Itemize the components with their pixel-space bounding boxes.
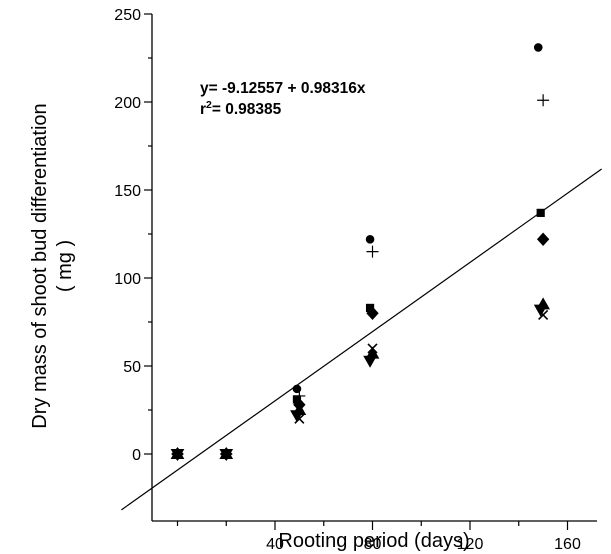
y-tick-label: 50 bbox=[123, 359, 141, 376]
y-tick-label: 250 bbox=[114, 7, 141, 24]
x-tick-label: 120 bbox=[457, 536, 484, 553]
data-point-plus bbox=[537, 94, 550, 107]
data-point-cross bbox=[294, 413, 305, 424]
r2-prefix: r bbox=[200, 101, 206, 118]
r2-value: = 0.98385 bbox=[212, 101, 282, 118]
y-tick-label: 100 bbox=[114, 271, 141, 288]
x-tick-label: 80 bbox=[364, 536, 382, 553]
data-point-circle bbox=[365, 234, 375, 244]
data-point-cross bbox=[367, 343, 378, 354]
r2-superscript: 2 bbox=[206, 99, 212, 111]
data-point-cross bbox=[172, 448, 183, 460]
data-point-diamond bbox=[366, 306, 379, 320]
data-point-triangle-down bbox=[363, 355, 377, 368]
data-point-circle bbox=[533, 43, 543, 52]
ticks: 0 50 100 150 200 250 40 80 120 160 bbox=[114, 7, 581, 553]
regression-line bbox=[121, 168, 602, 511]
r-squared-label: r2= 0.98385 bbox=[200, 99, 282, 118]
data-point-plus bbox=[366, 245, 379, 258]
data-point-cross bbox=[221, 448, 232, 460]
x-tick-label: 40 bbox=[266, 536, 284, 553]
data-point-triangle-down bbox=[533, 304, 548, 317]
y-tick-label: 150 bbox=[114, 183, 141, 200]
y-tick-label: 0 bbox=[132, 447, 141, 464]
data-point-cross bbox=[538, 309, 549, 321]
data-point-square bbox=[536, 208, 545, 217]
y-tick-label: 200 bbox=[114, 95, 141, 112]
y-axis-label-line2: ( mg ) bbox=[54, 240, 76, 292]
x-tick-label: 160 bbox=[554, 536, 581, 553]
x-axis-label: Rooting period (days) bbox=[278, 530, 469, 552]
data-points bbox=[170, 43, 550, 462]
y-axis-label-line1: Dry mass of shoot bud differentiation bbox=[29, 103, 51, 428]
data-point-diamond bbox=[536, 232, 550, 247]
regression-equation: y= -9.12557 + 0.98316x bbox=[200, 80, 366, 97]
